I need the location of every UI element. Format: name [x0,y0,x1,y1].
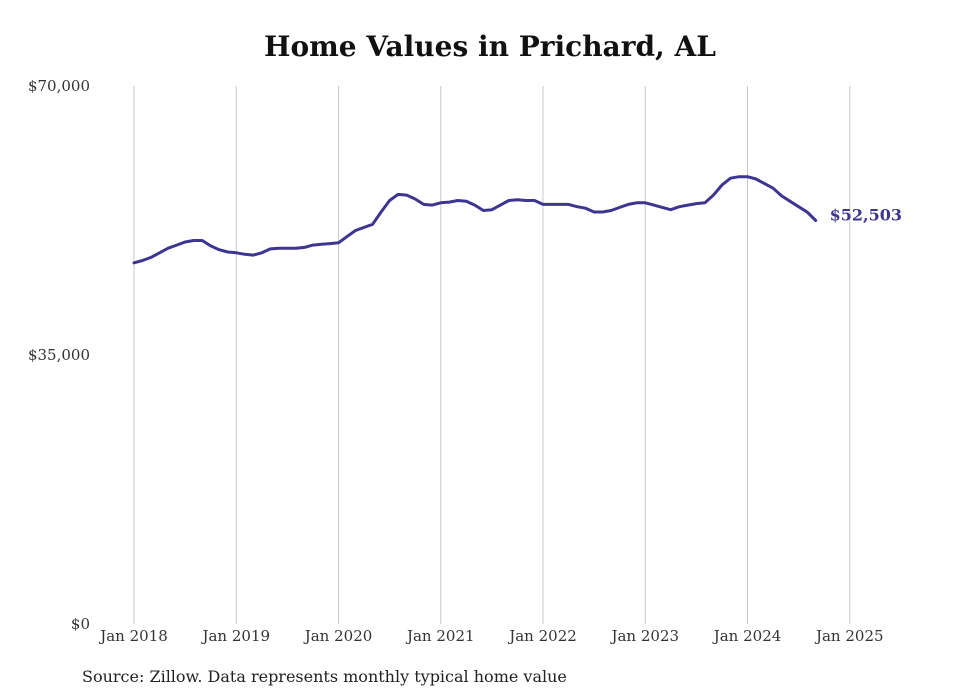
end-value-label: $52,503 [830,205,902,224]
y-tick-label: $70,000 [28,77,90,95]
x-tick-label: Jan 2018 [98,627,168,645]
x-tick-label: Jan 2019 [200,627,270,645]
x-tick-label: Jan 2021 [405,627,475,645]
x-tick-label: Jan 2022 [507,627,577,645]
x-tick-label: Jan 2024 [712,627,782,645]
x-tick-label: Jan 2023 [609,627,679,645]
chart-title: Home Values in Prichard, AL [264,30,716,63]
x-tick-label: Jan 2020 [303,627,373,645]
y-tick-label: $35,000 [28,346,90,364]
series-line [132,175,818,265]
x-tick-label: Jan 2025 [814,627,884,645]
y-tick-label: $0 [71,615,90,633]
source-note: Source: Zillow. Data represents monthly … [82,667,567,686]
